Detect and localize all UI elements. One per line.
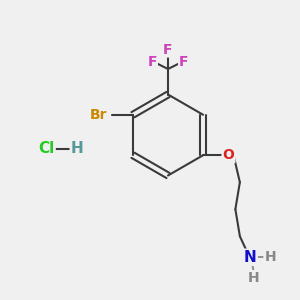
Text: N: N <box>244 250 257 265</box>
Text: F: F <box>179 55 189 69</box>
Text: H: H <box>71 141 83 156</box>
Text: F: F <box>147 55 157 69</box>
Text: F: F <box>163 43 173 56</box>
Text: H: H <box>248 271 259 285</box>
Text: O: O <box>223 148 234 162</box>
Text: Br: Br <box>90 108 107 122</box>
Text: H: H <box>265 250 276 264</box>
Text: Cl: Cl <box>38 141 55 156</box>
